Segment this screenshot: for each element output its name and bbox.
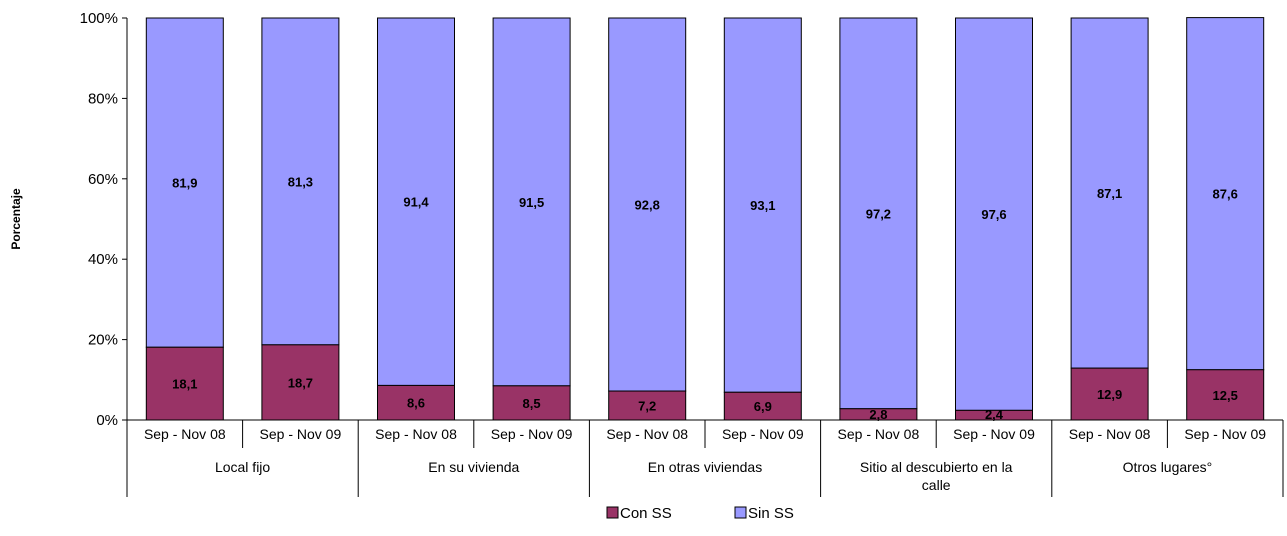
x-period-label: Sep - Nov 09 xyxy=(491,426,573,442)
data-label-sin-ss: 92,8 xyxy=(635,198,660,213)
bar-sin-ss xyxy=(1070,17,1149,369)
bar-sin-ss xyxy=(955,17,1033,411)
x-group-label: Otros lugares° xyxy=(1123,459,1213,475)
x-group-label: En su vivienda xyxy=(428,459,519,475)
data-label-con-ss: 8,5 xyxy=(523,396,541,411)
x-group-label: calle xyxy=(922,477,951,493)
bar-con-ss xyxy=(261,344,340,421)
data-label-sin-ss: 97,6 xyxy=(981,207,1006,222)
bar-con-ss xyxy=(492,385,571,421)
bar-sin-ss xyxy=(723,17,802,393)
data-label-con-ss: 7,2 xyxy=(638,399,656,414)
bars xyxy=(145,17,1265,421)
legend-label: Con SS xyxy=(620,505,672,522)
x-period-label: Sep - Nov 09 xyxy=(722,426,804,442)
bar-con-ss xyxy=(145,346,224,421)
data-label-con-ss: 18,1 xyxy=(172,377,197,392)
bar-con-ss xyxy=(377,384,455,421)
bar-sin-ss xyxy=(492,17,571,387)
bar-con-ss xyxy=(723,391,802,421)
x-group-label: Sitio al descubierto en la xyxy=(860,459,1013,475)
data-label-con-ss: 18,7 xyxy=(288,375,313,390)
data-label-con-ss: 12,9 xyxy=(1097,387,1122,402)
x-group-label: Local fijo xyxy=(215,459,270,475)
y-axis: 0% 20% 40% 60% 80% 100% Porcentaje xyxy=(9,10,128,429)
x-period-label: Sep - Nov 09 xyxy=(260,426,342,442)
legend-swatch xyxy=(606,506,619,519)
legend: Con SS Sin SS xyxy=(606,505,794,522)
bar-sin-ss xyxy=(839,17,918,410)
x-period-label: Sep - Nov 08 xyxy=(606,426,688,442)
y-tick-label: 80% xyxy=(88,90,118,107)
x-period-label: Sep - Nov 09 xyxy=(953,426,1035,442)
x-period-label: Sep - Nov 08 xyxy=(1069,426,1151,442)
x-period-label: Sep - Nov 08 xyxy=(144,426,226,442)
x-axis: Sep - Nov 08 Sep - Nov 09 Local fijo Sep - … xyxy=(126,419,1284,497)
x-period-label: Sep - Nov 08 xyxy=(375,426,457,442)
x-period-label: Sep - Nov 09 xyxy=(1184,426,1266,442)
bar-sin-ss xyxy=(261,17,340,346)
y-tick-label: 0% xyxy=(96,412,118,429)
data-label-con-ss: 6,9 xyxy=(754,399,772,414)
y-tick-label: 100% xyxy=(80,10,118,27)
data-label-sin-ss: 81,3 xyxy=(288,174,313,189)
data-labels: 18,1 81,9 18,7 81,3 8,6 91,4 8,5 91,5 7,2 92,8 6,9… xyxy=(172,174,1238,422)
bar-con-ss xyxy=(1070,367,1149,421)
x-period-label: Sep - Nov 08 xyxy=(838,426,920,442)
data-label-sin-ss: 87,6 xyxy=(1213,187,1238,202)
data-label-con-ss: 8,6 xyxy=(407,396,425,411)
data-label-sin-ss: 81,9 xyxy=(172,176,197,191)
y-tick-label: 60% xyxy=(88,171,118,188)
data-label-sin-ss: 91,4 xyxy=(403,195,429,210)
data-label-con-ss: 2,8 xyxy=(869,407,887,422)
y-tick-label: 40% xyxy=(88,251,118,268)
bar-sin-ss xyxy=(1186,17,1265,371)
data-label-con-ss: 12,5 xyxy=(1213,388,1238,403)
data-label-sin-ss: 93,1 xyxy=(750,198,775,213)
bar-sin-ss xyxy=(377,17,455,386)
data-label-sin-ss: 87,1 xyxy=(1097,186,1122,201)
legend-label: Sin SS xyxy=(748,505,794,522)
y-tick-label: 20% xyxy=(88,332,118,349)
bar-sin-ss xyxy=(608,17,687,392)
legend-swatch xyxy=(734,506,747,519)
x-group-label: En otras viviendas xyxy=(648,459,762,475)
data-label-sin-ss: 91,5 xyxy=(519,195,544,210)
data-label-sin-ss: 97,2 xyxy=(866,206,891,221)
bar-con-ss xyxy=(1186,369,1265,421)
bar-con-ss xyxy=(608,390,687,421)
data-label-con-ss: 2,4 xyxy=(985,407,1004,422)
y-axis-title: Porcentaje xyxy=(9,188,23,250)
